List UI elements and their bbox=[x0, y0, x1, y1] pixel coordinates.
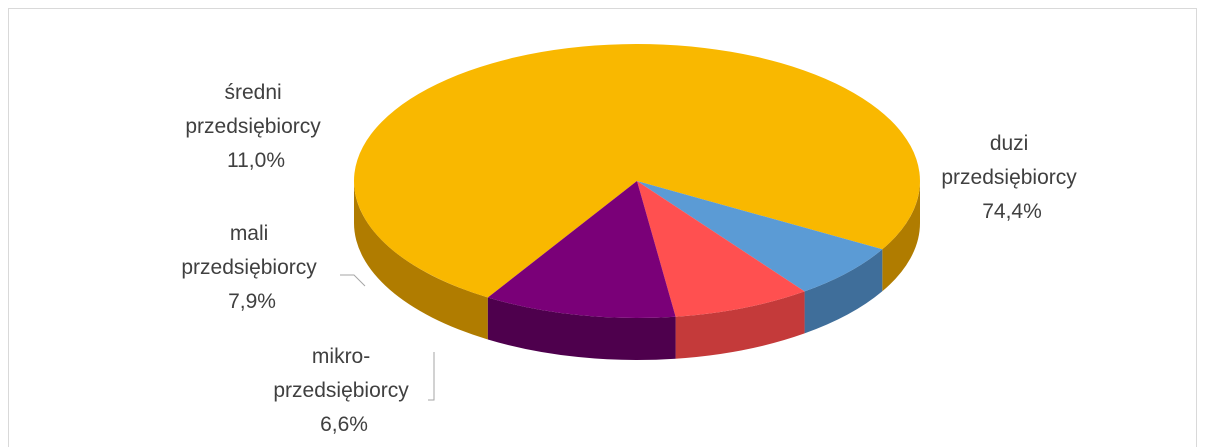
pie-slice-mikro-przedsi-biorcy bbox=[637, 181, 883, 292]
pie-slices bbox=[353, 44, 920, 319]
label-mikro: mikro- przedsiębiorcy 6,6% bbox=[273, 345, 414, 436]
pie-side-duzi-przedsi-biorcy bbox=[354, 181, 488, 340]
pie-slice-redni-przedsi-biorcy bbox=[487, 181, 676, 319]
label-duzi: duzi przedsiębiorcy 74,4% bbox=[941, 132, 1082, 223]
pie-slice-duzi-przedsi-biorcy bbox=[353, 44, 920, 298]
label-mali: mali przedsiębiorcy 7,9% bbox=[181, 222, 322, 313]
pie-side-mali-przedsi-biorcy bbox=[675, 291, 805, 359]
pie-side-mikro-przedsi-biorcy bbox=[804, 249, 883, 334]
label-sredni: średni przedsiębiorcy 11,0% bbox=[185, 81, 326, 172]
pie-side-duzi-przedsi-biorcy bbox=[882, 181, 920, 292]
pie-slice-mali-przedsi-biorcy bbox=[637, 181, 805, 317]
pie-sides bbox=[354, 181, 920, 361]
pie-side-redni-przedsi-biorcy bbox=[487, 297, 676, 361]
leader-line-mikro bbox=[428, 352, 435, 401]
leader-line-mali bbox=[340, 274, 366, 287]
chart-frame bbox=[8, 8, 1197, 447]
leader-lines bbox=[340, 274, 435, 401]
